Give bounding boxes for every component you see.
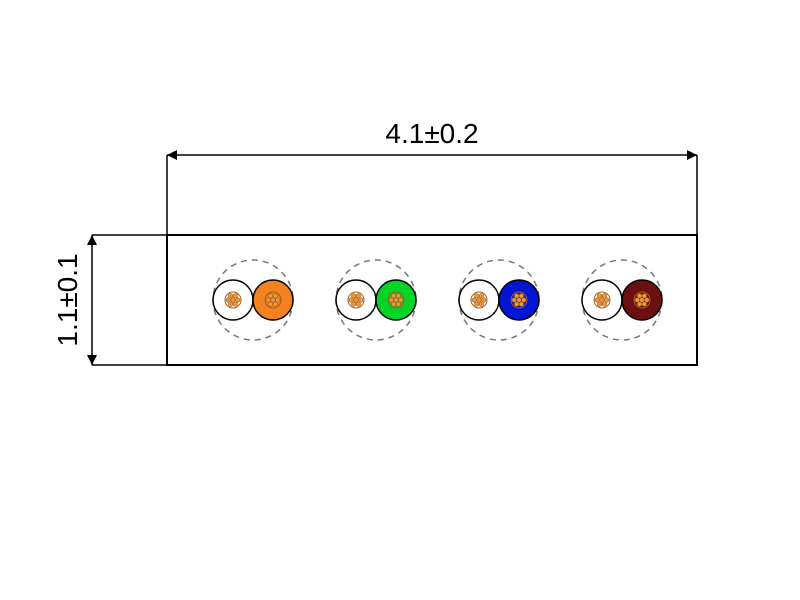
height-dimension-label: 1.1±0.1 [52,253,83,346]
dimension-width: 4.1±0.2 [167,118,697,235]
dimension-height: 1.1±0.1 [52,235,167,365]
width-dimension-label: 4.1±0.2 [385,118,478,149]
cable-cross-section-diagram: 4.1±0.2 1.1±0.1 [0,0,800,600]
